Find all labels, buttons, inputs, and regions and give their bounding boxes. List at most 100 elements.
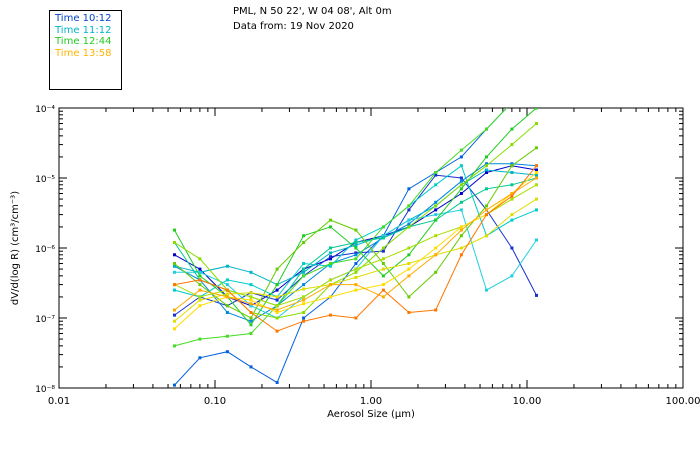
data-point <box>381 267 385 271</box>
data-point <box>198 295 202 299</box>
data-point <box>173 262 176 265</box>
data-point <box>354 316 358 320</box>
data-point <box>485 162 488 166</box>
data-point <box>302 287 306 291</box>
legend-item-time-4: Time 13:58 <box>55 47 112 59</box>
data-point <box>225 350 229 354</box>
data-point <box>329 262 332 265</box>
data-point <box>173 241 176 244</box>
data-point <box>302 295 306 299</box>
y-axis-title: dV/d(log R) (cm³/cm⁻³) <box>10 191 21 305</box>
data-point <box>302 267 306 271</box>
data-point <box>275 381 279 384</box>
data-point <box>173 270 176 274</box>
data-point <box>275 298 279 302</box>
data-point <box>249 298 253 302</box>
data-point <box>407 225 411 229</box>
data-point <box>302 319 306 323</box>
series-s11 <box>173 146 538 320</box>
data-point <box>354 275 358 279</box>
data-point <box>198 270 202 274</box>
data-point <box>434 204 438 208</box>
data-point <box>173 319 176 323</box>
data-point <box>434 253 438 257</box>
data-point <box>249 302 253 306</box>
data-point <box>434 308 438 312</box>
data-point <box>329 257 332 261</box>
data-point <box>329 225 332 229</box>
data-point <box>510 162 514 166</box>
data-point <box>198 288 202 292</box>
data-point <box>485 168 488 172</box>
data-point <box>459 253 463 257</box>
data-point <box>354 283 358 287</box>
x-tick-label: 0.01 <box>48 396 70 407</box>
data-point <box>459 187 463 191</box>
data-point <box>407 274 411 278</box>
data-point <box>381 295 385 299</box>
legend-item-time-3: Time 12:44 <box>55 36 112 47</box>
data-point <box>198 274 202 278</box>
data-point <box>275 283 279 287</box>
data-point <box>459 176 463 180</box>
data-point <box>535 171 538 174</box>
axes-layer: 0.01 0.10 1.00 10.00 100.00 10⁻⁸ 10⁻⁷ 10⁻⁶ 10⁻⁵ 1… <box>35 105 700 407</box>
data-point <box>225 288 229 292</box>
data-point <box>434 171 438 174</box>
data-point <box>407 208 411 212</box>
data-point <box>535 164 538 168</box>
data-point <box>302 270 306 274</box>
data-point <box>302 274 306 278</box>
series-s10 <box>173 108 508 348</box>
data-point <box>329 283 332 287</box>
data-point <box>225 304 229 308</box>
data-point <box>485 171 488 174</box>
data-point <box>354 246 358 250</box>
data-point <box>225 278 229 282</box>
data-point <box>354 267 358 271</box>
data-point <box>329 264 332 268</box>
station-info: PML, N 50 22', W 04 08', Alt 0m <box>233 6 392 17</box>
data-point <box>173 308 176 312</box>
data-point <box>459 246 463 250</box>
data-point <box>459 228 463 232</box>
data-point <box>535 197 538 201</box>
data-point <box>354 257 358 261</box>
data-point <box>173 283 176 287</box>
y-tick-label: 10⁻⁶ <box>35 245 55 255</box>
data-point <box>225 264 229 268</box>
data-point <box>275 316 279 320</box>
data-point <box>381 257 385 261</box>
series-s17 <box>173 164 538 333</box>
data-point <box>510 101 513 104</box>
data-point <box>354 262 358 265</box>
x-tick-label: 100.00 <box>666 396 700 407</box>
y-tick-label: 10⁻⁵ <box>35 175 55 185</box>
data-point <box>329 313 332 317</box>
data-point <box>510 274 514 278</box>
data-point <box>459 208 463 212</box>
data-point <box>354 270 358 274</box>
data-point <box>485 204 488 208</box>
data-point <box>302 302 306 306</box>
data-point <box>249 311 253 314</box>
data-point <box>510 197 514 201</box>
data-point <box>459 179 463 183</box>
data-point <box>302 311 306 314</box>
data-point <box>225 334 229 338</box>
legend-item-time-2: Time 11:12 <box>55 24 112 36</box>
data-point <box>434 213 438 217</box>
data-point <box>381 236 385 240</box>
data-point <box>329 251 332 255</box>
data-point <box>354 243 358 247</box>
data-point <box>407 222 411 226</box>
series-s14 <box>173 197 538 323</box>
data-point <box>407 262 411 265</box>
data-point <box>485 208 488 212</box>
y-tick-label: 10⁻⁴ <box>35 105 55 115</box>
data-point <box>225 311 229 314</box>
data-point <box>510 213 514 217</box>
data-point <box>354 228 358 232</box>
data-point <box>485 234 488 238</box>
data-point <box>459 200 463 204</box>
